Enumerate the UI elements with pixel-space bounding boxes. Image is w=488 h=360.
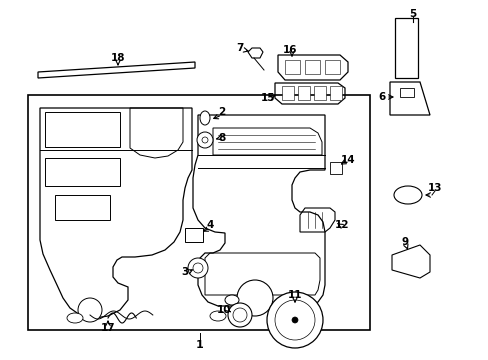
Bar xyxy=(285,60,299,74)
Text: 4: 4 xyxy=(206,220,213,230)
Circle shape xyxy=(193,263,203,273)
Bar xyxy=(399,88,413,97)
Bar xyxy=(329,86,341,100)
Text: 1: 1 xyxy=(196,340,203,350)
Text: 10: 10 xyxy=(216,305,231,315)
Bar xyxy=(325,60,339,74)
Circle shape xyxy=(232,308,246,322)
Bar xyxy=(45,112,120,147)
Bar xyxy=(184,228,203,242)
Circle shape xyxy=(291,317,297,323)
Ellipse shape xyxy=(67,313,83,323)
Ellipse shape xyxy=(200,111,209,125)
Text: 15: 15 xyxy=(260,93,275,103)
Bar xyxy=(305,60,319,74)
Text: 14: 14 xyxy=(340,155,355,165)
Text: 16: 16 xyxy=(282,45,297,55)
Text: 12: 12 xyxy=(334,220,348,230)
Bar xyxy=(313,86,325,100)
Circle shape xyxy=(202,137,207,143)
Bar xyxy=(297,86,309,100)
Circle shape xyxy=(237,280,272,316)
Text: 7: 7 xyxy=(236,43,243,53)
Circle shape xyxy=(187,258,207,278)
Text: 5: 5 xyxy=(408,9,416,19)
Text: 17: 17 xyxy=(101,323,115,333)
Ellipse shape xyxy=(209,311,225,321)
Text: 8: 8 xyxy=(218,133,225,143)
Text: 9: 9 xyxy=(401,237,408,247)
Bar xyxy=(282,86,293,100)
Text: 6: 6 xyxy=(378,92,385,102)
Bar xyxy=(45,158,120,186)
Ellipse shape xyxy=(224,295,239,305)
Circle shape xyxy=(266,292,323,348)
Circle shape xyxy=(274,300,314,340)
Ellipse shape xyxy=(393,186,421,204)
Bar xyxy=(329,162,341,174)
Bar xyxy=(55,195,110,220)
Text: 13: 13 xyxy=(427,183,441,193)
Text: 3: 3 xyxy=(181,267,188,277)
Text: 18: 18 xyxy=(110,53,125,63)
Circle shape xyxy=(197,132,213,148)
Bar xyxy=(28,95,369,330)
Text: 2: 2 xyxy=(218,107,225,117)
Circle shape xyxy=(78,298,102,322)
Text: 11: 11 xyxy=(287,290,302,300)
Circle shape xyxy=(227,303,251,327)
